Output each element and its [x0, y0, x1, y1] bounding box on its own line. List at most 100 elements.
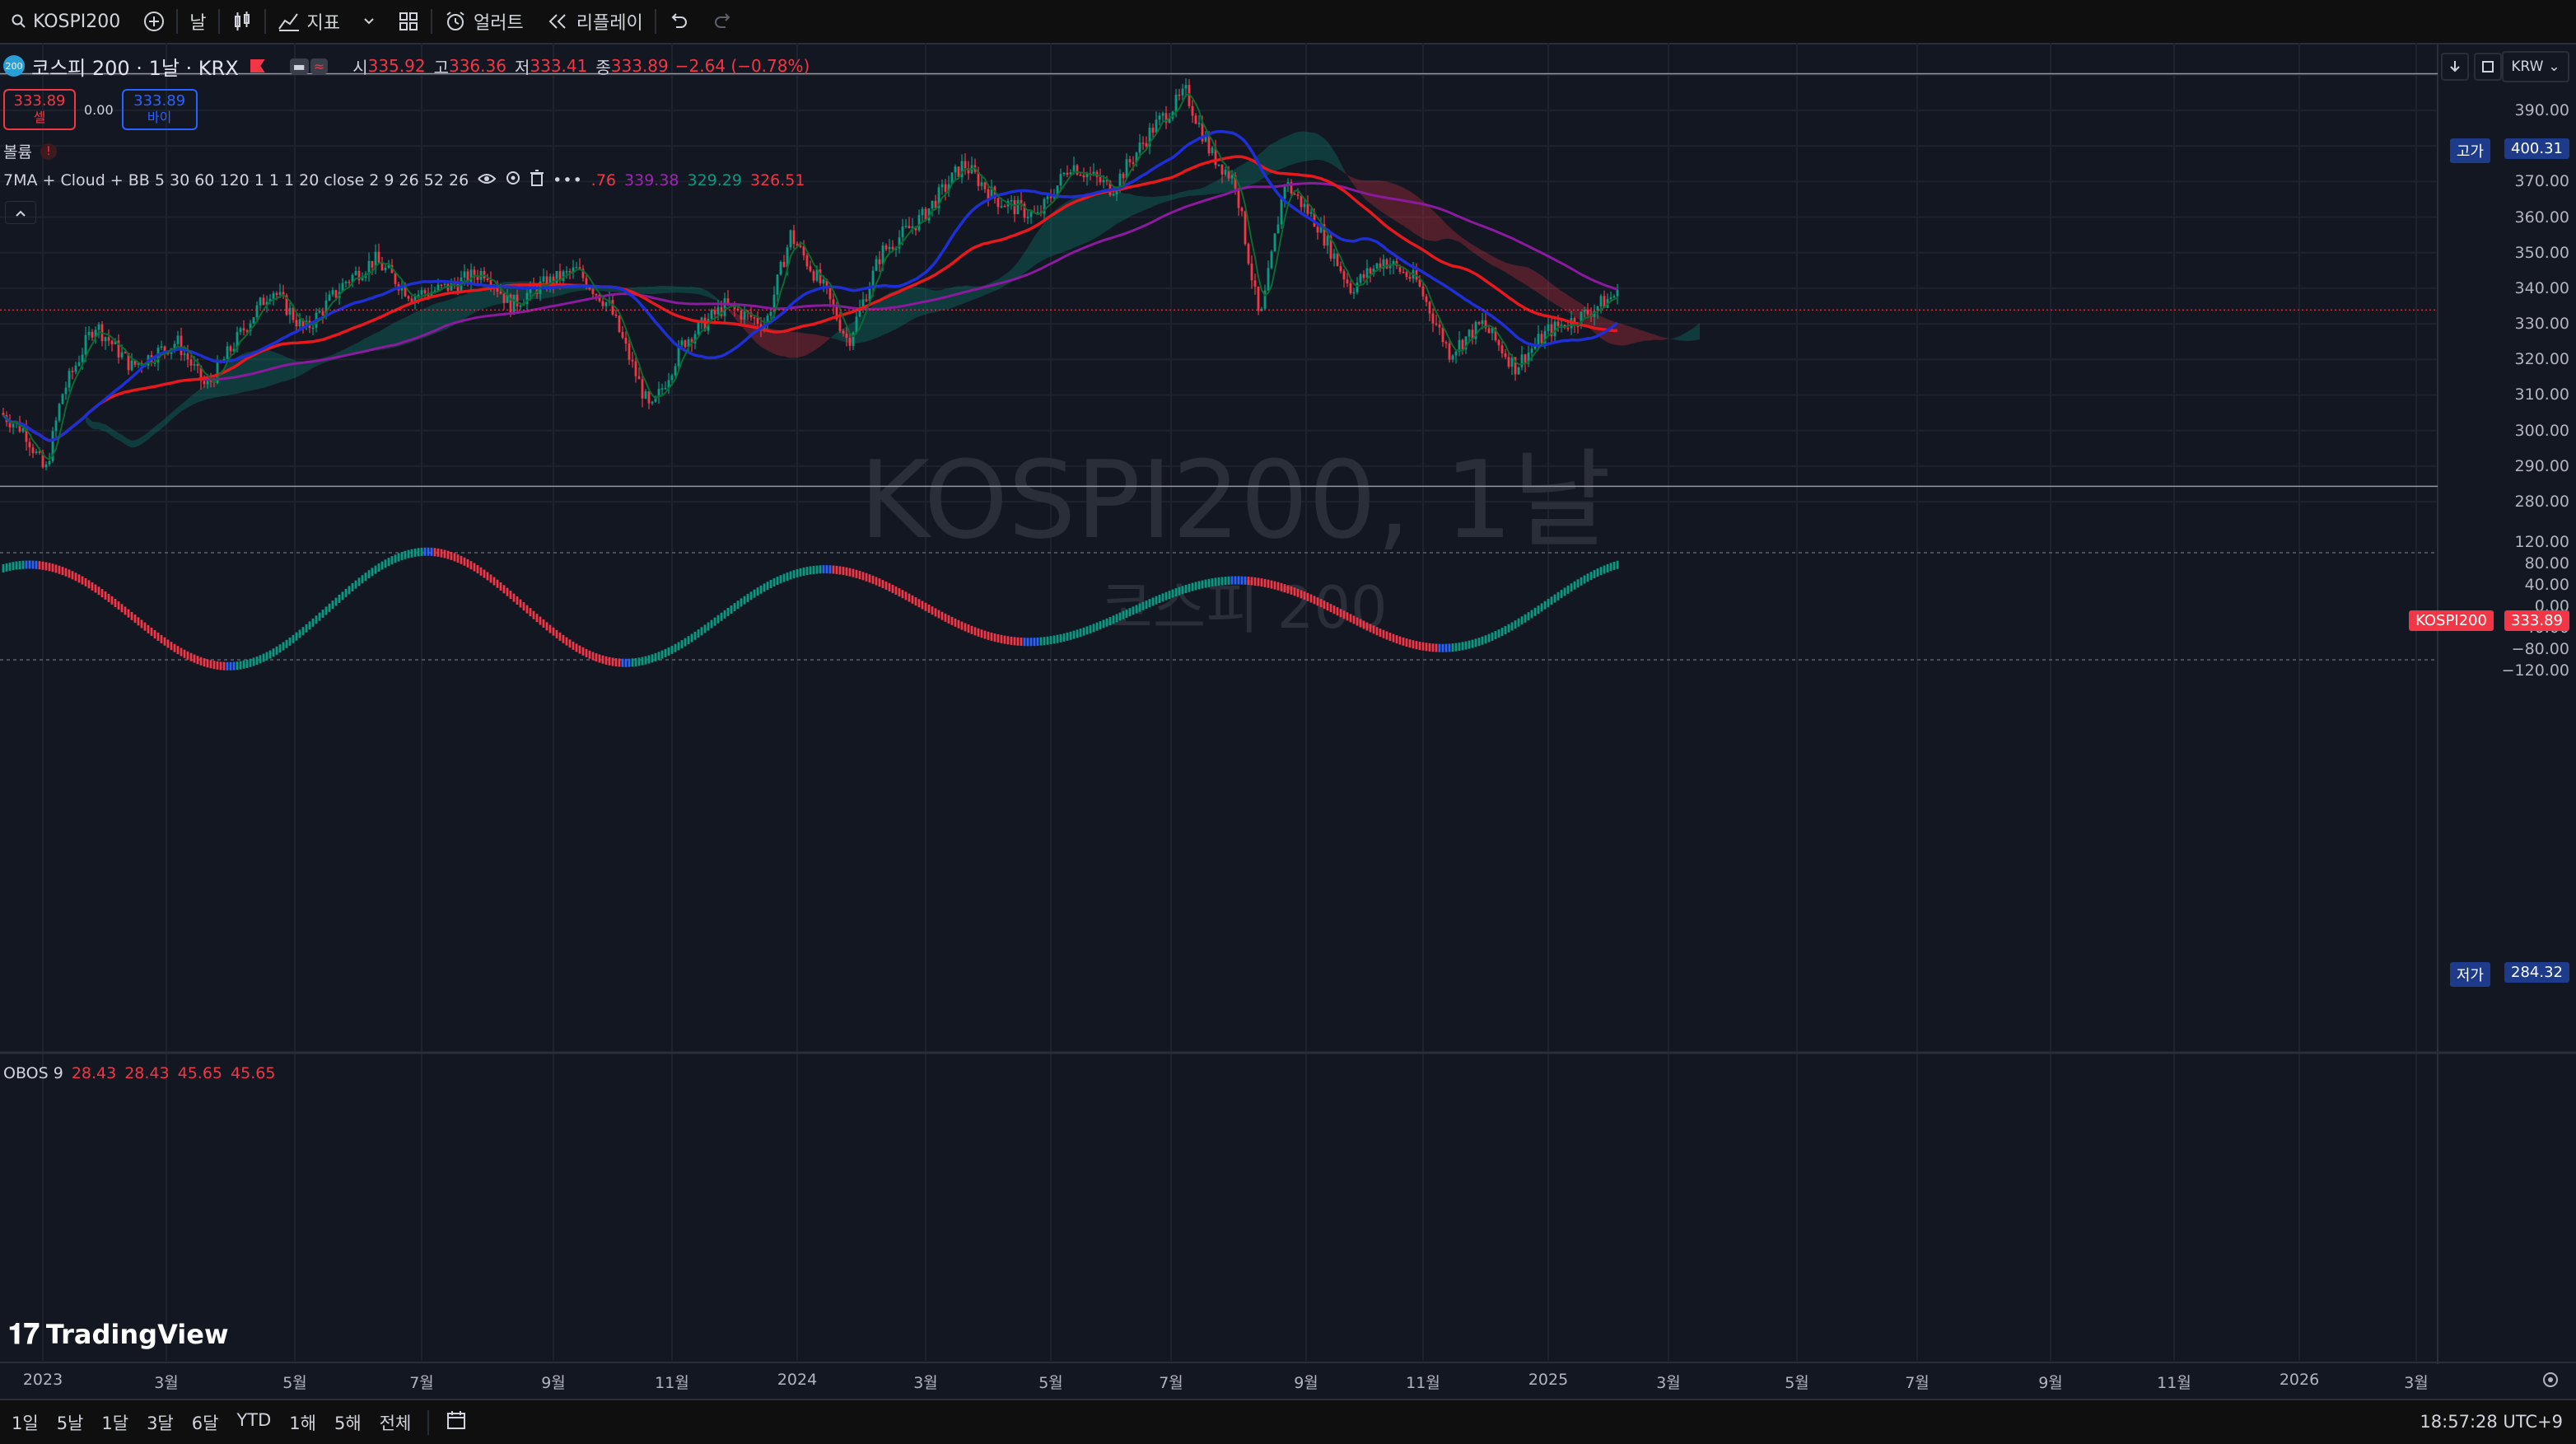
currency-select[interactable]: KRW ⌄	[2502, 51, 2569, 82]
obos-bar	[1303, 591, 1306, 600]
indicator-templates-button[interactable]	[352, 0, 386, 43]
obos-bar	[301, 627, 305, 636]
obos-bar	[931, 606, 934, 615]
range-button[interactable]: 3달	[147, 1413, 174, 1433]
range-button[interactable]: 1달	[101, 1413, 129, 1433]
candle-body	[1349, 283, 1352, 293]
flag-icon[interactable]	[250, 59, 265, 72]
obos-bar	[400, 552, 404, 561]
obos-bar	[361, 575, 364, 584]
volume-legend[interactable]: 볼륨 !	[3, 140, 57, 162]
obos-bar	[5, 563, 8, 572]
range-button[interactable]: YTD	[236, 1409, 272, 1430]
obos-bar	[71, 571, 74, 580]
range-button[interactable]: 5날	[56, 1413, 84, 1433]
candle-body	[1586, 310, 1589, 315]
cloud-segment	[1499, 259, 1502, 271]
cloud-segment	[771, 328, 774, 354]
symbol-search[interactable]: KOSPI200	[0, 0, 132, 43]
obos-bar	[835, 565, 838, 574]
replay-button[interactable]: 리플레이	[535, 0, 655, 43]
market-status[interactable]: ▬ ≈	[289, 58, 329, 74]
candle-body	[1250, 264, 1253, 281]
obos-bar	[1402, 637, 1405, 646]
cloud-segment	[415, 311, 418, 341]
cloud-segment	[1469, 242, 1472, 252]
obos-bar	[1596, 568, 1599, 577]
obos-bar	[568, 639, 572, 648]
cloud-segment	[1028, 241, 1031, 271]
obos-bar	[562, 634, 565, 643]
time-axis[interactable]: 2023 3월 5월 7월 9월 11월 2024 3월 5월 7월 9월 11월 2025 3월 5월 7월…	[0, 1364, 2576, 1395]
candle-body	[1402, 272, 1405, 273]
range-button[interactable]: 5해	[334, 1413, 362, 1433]
range-button[interactable]: 전체	[379, 1413, 412, 1433]
collapse-legend-button[interactable]	[5, 201, 36, 224]
obos-bar	[977, 628, 980, 637]
candle-body	[110, 340, 114, 344]
gear-icon[interactable]	[505, 170, 521, 190]
more-icon[interactable]: •••	[553, 171, 583, 189]
candle-body	[901, 226, 904, 238]
candle-body	[848, 338, 852, 346]
obos-bar	[489, 574, 492, 583]
cloud-segment	[1057, 205, 1061, 255]
cloud-segment	[1486, 252, 1489, 264]
obos-bar	[1481, 636, 1484, 645]
candle-body	[1257, 287, 1260, 311]
compare-button[interactable]	[132, 0, 176, 43]
undo-button[interactable]	[656, 0, 701, 43]
timezone-settings-icon[interactable]	[2541, 1371, 2560, 1392]
legend-title[interactable]: 코스피 200 · 1날 · KRX	[31, 56, 239, 80]
cloud-segment	[1571, 297, 1575, 317]
candle-body	[404, 285, 407, 297]
sell-button[interactable]: 333.89 셀	[3, 89, 76, 130]
cloud-segment	[1436, 213, 1440, 241]
range-button[interactable]: 6달	[191, 1413, 219, 1433]
ma-cloud-legend[interactable]: 7MA + Cloud + BB 5 30 60 120 1 1 1 20 cl…	[3, 170, 805, 190]
candle-body	[996, 198, 1000, 208]
obos-bar	[539, 616, 542, 625]
clock[interactable]: 18:57:28 UTC+9	[2420, 1412, 2563, 1432]
redo-button[interactable]	[701, 0, 745, 43]
price-chart[interactable]: KOSPI200, 1날 코스피 200	[0, 43, 2576, 1364]
candle-body	[1204, 136, 1207, 142]
tradingview-logo-icon: 𝟏𝟕	[8, 1318, 40, 1351]
candle-body	[1454, 351, 1458, 356]
candle-body	[255, 305, 259, 318]
obos-bar	[1484, 635, 1487, 644]
candle-body	[1593, 311, 1596, 317]
candle-body	[1477, 321, 1481, 325]
candle-body	[496, 287, 499, 292]
obos-bar	[1362, 620, 1365, 629]
layout-button[interactable]	[386, 0, 431, 43]
candle-body	[1524, 354, 1527, 364]
range-button[interactable]: 1해	[289, 1413, 316, 1433]
indicators-button[interactable]: 지표	[266, 0, 352, 43]
cloud-segment	[366, 336, 369, 353]
refresh-icon[interactable]	[2474, 53, 2502, 81]
download-icon[interactable]	[2441, 53, 2469, 81]
cloud-segment	[99, 422, 102, 431]
obos-bar	[618, 658, 621, 667]
obos-bar	[367, 570, 371, 579]
trash-icon[interactable]	[530, 170, 544, 190]
obos-bar	[647, 655, 651, 664]
candle-body	[1112, 194, 1115, 196]
alert-button[interactable]: 얼러트	[432, 0, 535, 43]
range-button[interactable]: 1일	[12, 1413, 39, 1433]
candle-body	[31, 447, 35, 454]
cloud-segment	[303, 361, 306, 374]
tradingview-logo[interactable]: 𝟏𝟕 TradingView	[8, 1318, 229, 1351]
buy-button[interactable]: 333.89 바이	[121, 89, 198, 130]
interval-button[interactable]: 날	[178, 0, 217, 43]
obos-legend[interactable]: OBOS 9 28.43 28.43 45.65 45.65	[3, 1064, 275, 1082]
cloud-segment	[1127, 193, 1130, 219]
candle-body	[87, 331, 91, 335]
goto-date-icon[interactable]	[446, 1409, 469, 1435]
warning-icon[interactable]: !	[40, 143, 57, 160]
chart-type-button[interactable]	[220, 0, 264, 43]
obos-bar	[173, 643, 176, 652]
legend-high: 336.36	[448, 56, 506, 76]
eye-icon[interactable]	[477, 171, 497, 189]
